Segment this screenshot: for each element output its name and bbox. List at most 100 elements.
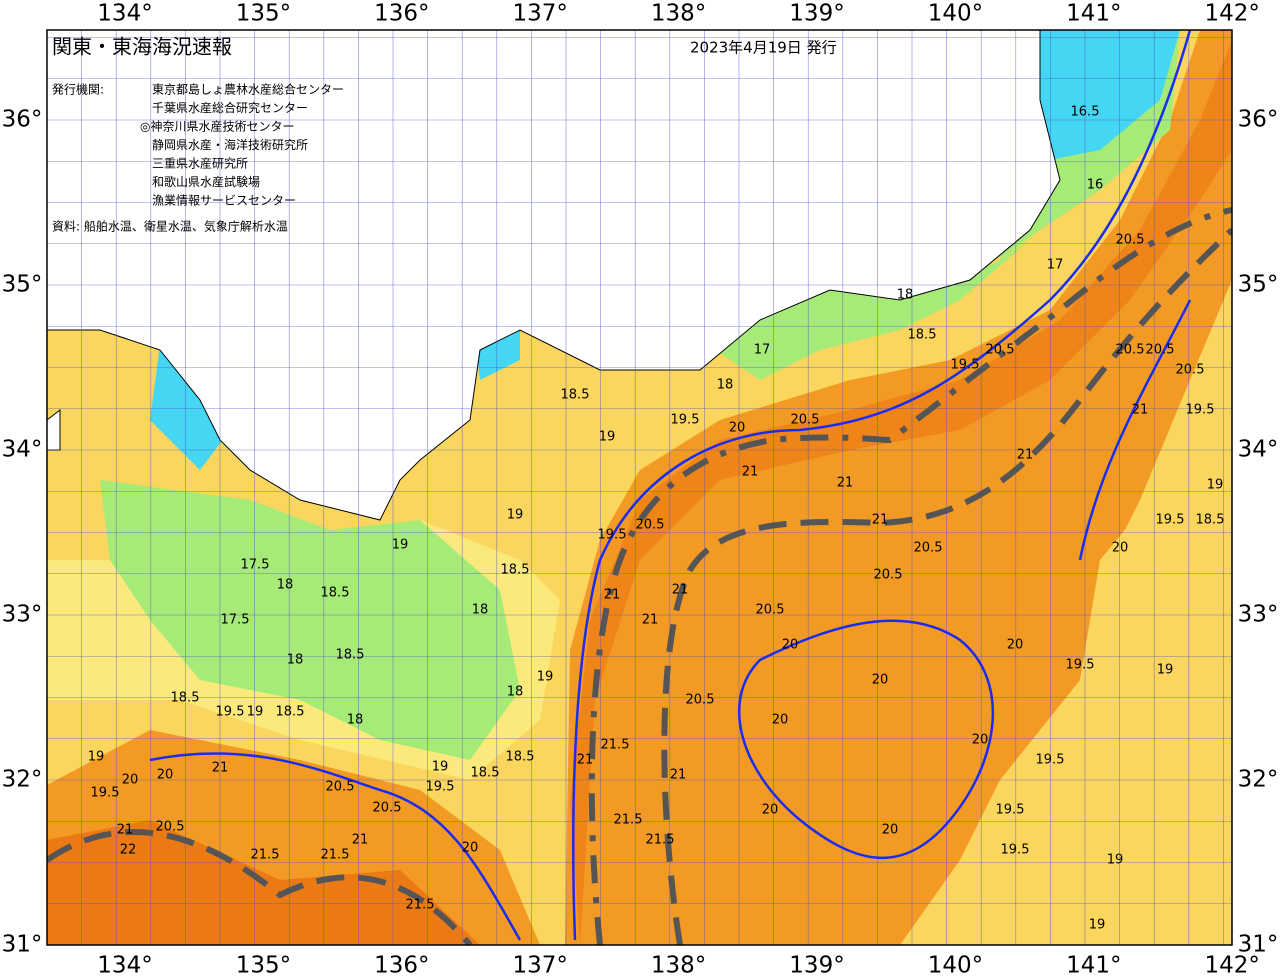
isotherm-label: 21.5	[321, 848, 350, 863]
isotherm-label: 20.5	[326, 780, 355, 795]
isotherm-labels: 16.51617171818.519.520.518.51919.52020.5…	[88, 105, 1225, 933]
lon-label: 139°	[789, 953, 844, 979]
isotherm-label: 21	[604, 588, 621, 603]
isotherm-label: 20.5	[1146, 343, 1175, 358]
lat-label: 35°	[1238, 272, 1279, 298]
isotherm-label: 19.5	[598, 528, 627, 543]
lat-label: 31°	[2, 932, 43, 958]
isotherm-label: 20	[882, 823, 899, 838]
kuroshio-core	[570, 40, 1232, 945]
map-title: 関東・東海海況速報	[52, 35, 232, 59]
isotherm-label: 18	[897, 288, 914, 303]
isotherm-label: 20	[772, 713, 789, 728]
lat-label: 32°	[2, 767, 43, 793]
isotherm-label: 18.5	[908, 328, 937, 343]
isotherm-label: 18.5	[276, 705, 305, 720]
isotherm-label: 19	[1107, 853, 1124, 868]
isotherm-label: 20.5	[791, 413, 820, 428]
isotherm-label: 18	[472, 603, 489, 618]
kuroshio-axis	[588, 207, 1232, 945]
isotherm-label: 20.5	[156, 820, 185, 835]
isotherm-label: 21	[670, 768, 687, 783]
isotherm-label: 21	[672, 583, 689, 598]
isotherm-label: 20	[1112, 541, 1129, 556]
isotherm-label: 20.5	[373, 801, 402, 816]
isotherm-label: 18.5	[501, 563, 530, 578]
isotherm-label: 18	[347, 713, 364, 728]
isotherm-label: 18.5	[561, 388, 590, 403]
kuroshio-axis	[47, 829, 473, 945]
offshore-zone	[1000, 400, 1232, 945]
issuer-name: 三重県水産研究所	[152, 156, 248, 171]
isotherm-label: 17	[1047, 258, 1064, 273]
isotherm-label: 19	[432, 760, 449, 775]
isotherm-label: 17	[754, 343, 771, 358]
isotherm-label: 21	[742, 465, 759, 480]
lon-label: 140°	[928, 953, 983, 979]
isotherm-label: 18.5	[321, 586, 350, 601]
sea-surface	[47, 30, 1232, 945]
green-zone	[100, 480, 520, 760]
lon-label: 142°	[1204, 1, 1259, 27]
lat-label: 32°	[1238, 767, 1279, 793]
isotherm-label: 20	[157, 768, 174, 783]
isotherm-label: 19.5	[91, 786, 120, 801]
isotherm-label: 19.5	[1036, 753, 1065, 768]
isotherm-label: 21.5	[614, 813, 643, 828]
kuroshio-axis	[661, 227, 1232, 945]
issuer-name: 漁業情報サービスセンター	[152, 194, 296, 208]
data-sources: 資料: 船舶水温、衛星水温、気象庁解析水温	[52, 219, 288, 234]
isotherm-label: 21	[212, 761, 229, 776]
lat-label: 34°	[2, 437, 43, 463]
isotherm-label: 21.5	[646, 833, 675, 848]
issuer-name: 和歌山県水産試験場	[152, 174, 260, 189]
issuers-label: 発行機関:	[52, 82, 104, 97]
isotherm-label: 21.5	[406, 898, 435, 913]
lon-label: 140°	[928, 1, 983, 27]
isotherm-label: 19	[88, 750, 105, 765]
lat-label: 34°	[1238, 437, 1279, 463]
lon-label: 137°	[512, 953, 567, 979]
isotherm-label: 21	[577, 753, 594, 768]
lon-label: 142°	[1204, 953, 1259, 979]
isotherm-label: 18.5	[336, 648, 365, 663]
isotherm-20	[1078, 299, 1192, 561]
isotherm-label: 20.5	[636, 518, 665, 533]
lat-label: 35°	[2, 272, 43, 298]
issue-date: 2023年4月19日 発行	[690, 39, 837, 57]
isotherm-label: 19	[507, 508, 524, 523]
isotherm-label: 20.5	[914, 541, 943, 556]
isotherm-20	[149, 752, 522, 941]
isotherm-label: 21	[642, 613, 659, 628]
issuer-name: 東京都島しょ農林水産総合センター	[152, 82, 344, 97]
isotherm-label: 20	[729, 421, 746, 436]
isotherm-label: 19.5	[1066, 658, 1095, 673]
isotherm-20	[738, 619, 995, 860]
isotherm-label: 19	[1089, 918, 1106, 933]
isotherm-label: 18.5	[506, 750, 535, 765]
isotherm-label: 21.5	[251, 848, 280, 863]
isotherm-label: 22	[120, 843, 137, 858]
lat-label: 36°	[1238, 107, 1279, 133]
lon-label: 134°	[97, 953, 152, 979]
kuroshio-zone	[565, 30, 1232, 945]
isotherm-label: 21	[352, 833, 369, 848]
isotherm-label: 19.5	[1186, 403, 1215, 418]
isotherm-label: 19	[1157, 663, 1174, 678]
isotherm-label: 20.5	[1176, 363, 1205, 378]
map-frame	[46, 29, 1233, 946]
isotherm-label: 19.5	[1156, 513, 1185, 528]
lon-label: 136°	[374, 953, 429, 979]
lon-label: 141°	[1066, 1, 1121, 27]
isotherm-label: 17.5	[241, 558, 270, 573]
isotherm-label: 20	[762, 803, 779, 818]
lat-label: 33°	[1238, 602, 1279, 628]
isotherm-label: 19	[247, 705, 264, 720]
lon-label: 136°	[374, 1, 429, 27]
isotherm-label: 21	[872, 513, 889, 528]
isotherm-label: 21	[1132, 403, 1149, 418]
lon-label: 141°	[1066, 953, 1121, 979]
isotherm-label: 16.5	[1071, 105, 1100, 120]
